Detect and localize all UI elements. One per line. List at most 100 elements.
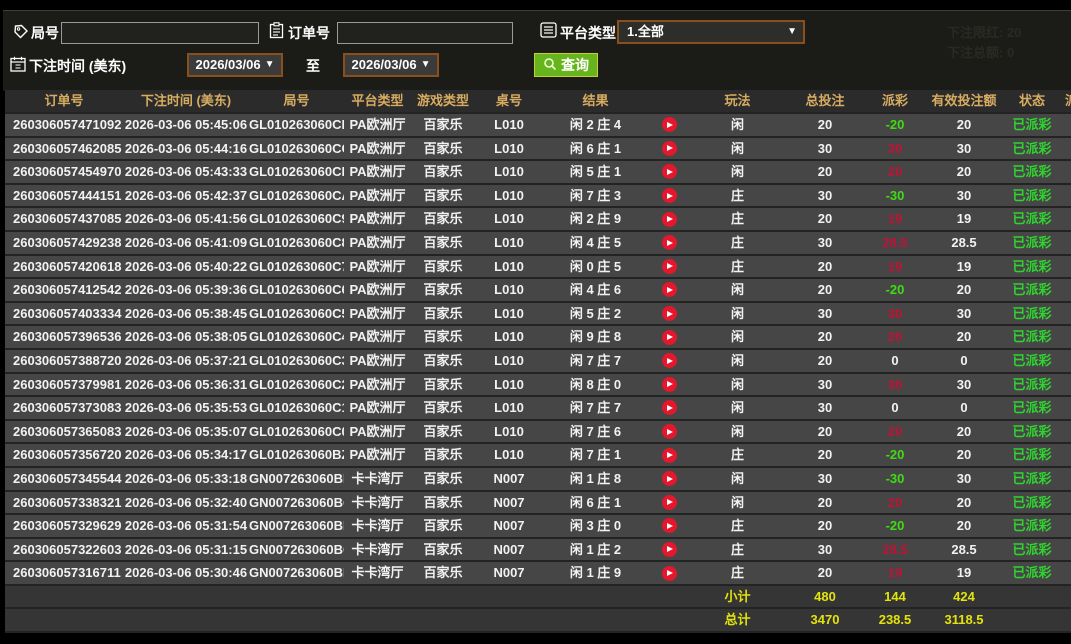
play-replay-button[interactable] <box>661 306 677 322</box>
play-replay-button[interactable] <box>661 541 677 557</box>
platform-cell: PA欧洲厅 <box>349 400 406 416</box>
column-header-order-id: 订单号 <box>44 93 84 108</box>
game-type-cell: 百家乐 <box>423 140 463 156</box>
payout-cell: 0 <box>891 352 899 368</box>
play-replay-button[interactable] <box>661 565 677 581</box>
play-type-cell: 闲 <box>730 423 744 439</box>
play-icon <box>667 570 673 577</box>
column-header-game-type: 游戏类型 <box>416 93 469 108</box>
order-id-cell: 260306057403334 <box>13 305 122 321</box>
play-replay-button[interactable] <box>661 140 677 156</box>
round-id-cell: GN007263060BQ <box>249 494 344 510</box>
bet-time-cell: 2026-03-06 05:37:21 <box>124 352 248 368</box>
round-id-input[interactable] <box>61 22 259 44</box>
result-cell: 闲 3 庄 0 <box>569 518 622 534</box>
round-id-cell: GL010263060C0 <box>249 423 344 439</box>
play-icon <box>667 381 673 388</box>
play-replay-button[interactable] <box>661 494 677 510</box>
total-bet-cell: 30 <box>817 470 833 486</box>
table-row: 260306057437085 2026-03-06 05:41:56 GL01… <box>5 208 1071 232</box>
game-type-cell: 百家乐 <box>423 494 463 510</box>
total-row-bet-time-cell <box>123 609 249 631</box>
play-replay-button[interactable] <box>661 376 677 392</box>
play-replay-button[interactable] <box>661 353 677 369</box>
payout-cell: 28.5 <box>882 234 908 250</box>
status-cell: 已派彩 <box>1012 329 1052 345</box>
valid-bet-cell: 30 <box>956 305 972 321</box>
table-row: 260306057444151 2026-03-06 05:42:37 GL01… <box>5 184 1071 209</box>
total-bet-cell: 20 <box>817 565 833 581</box>
play-type-cell: 闲 <box>730 352 744 368</box>
column-header-play-type: 玩法 <box>724 93 751 108</box>
play-icon <box>667 499 673 506</box>
play-type-cell: 闲 <box>730 305 744 321</box>
game-type-cell: 百家乐 <box>423 518 463 534</box>
total-bet-cell: 20 <box>817 117 833 132</box>
play-icon <box>667 452 673 459</box>
valid-bet-cell: 0 <box>960 400 968 416</box>
bet-time-cell: 2026-03-06 05:45:06 <box>124 117 248 132</box>
result-cell: 闲 7 庄 1 <box>569 447 622 463</box>
platform-cell: PA欧洲厅 <box>349 211 406 227</box>
replay-cell <box>648 444 690 466</box>
subtotal-row: 小计 480 144 424 <box>5 585 1071 610</box>
date-from-select[interactable]: 2026/03/06 ▼ <box>187 53 283 77</box>
total-bet-cell: 30 <box>817 305 833 321</box>
platform-cell: PA欧洲厅 <box>349 423 406 439</box>
round-id-cell: GL010263060CB <box>249 164 344 180</box>
result-cell: 闲 5 庄 2 <box>569 305 622 321</box>
replay-cell <box>648 232 690 254</box>
platform-cell: PA欧洲厅 <box>349 329 406 345</box>
play-replay-button[interactable] <box>661 471 677 487</box>
replay-cell <box>648 208 690 230</box>
clipped-cell <box>1061 539 1071 561</box>
replay-cell <box>648 421 690 443</box>
subtotal-row-platform-cell <box>344 586 411 608</box>
subtotal-row-table-no-cell <box>475 586 543 608</box>
result-cell: 闲 8 庄 0 <box>569 376 622 392</box>
play-replay-button[interactable] <box>661 188 677 204</box>
play-replay-button[interactable] <box>661 211 677 227</box>
play-replay-button[interactable] <box>661 400 677 416</box>
platform-cell: PA欧洲厅 <box>349 117 406 132</box>
play-replay-button[interactable] <box>661 258 677 274</box>
clipped-cell <box>1061 232 1071 254</box>
play-replay-button[interactable] <box>661 164 677 180</box>
order-id-input[interactable] <box>337 22 513 44</box>
query-button[interactable]: 查询 <box>534 53 598 77</box>
play-replay-button[interactable] <box>661 282 677 298</box>
play-replay-button[interactable] <box>661 329 677 345</box>
column-header-platform: 平台类型 <box>351 93 404 108</box>
game-type-cell: 百家乐 <box>423 305 463 321</box>
total-row-clipped-cell <box>1061 609 1071 631</box>
round-id-cell: GL010263060CA <box>249 187 344 203</box>
result-cell: 闲 1 庄 2 <box>569 541 622 557</box>
platform-type-select[interactable]: 1.全部 ▼ <box>617 20 805 44</box>
valid-bet-cell: 28.5 <box>951 541 977 557</box>
column-header-clipped: 派 <box>1061 90 1071 112</box>
result-cell: 闲 2 庄 4 <box>569 117 622 132</box>
play-replay-button[interactable] <box>661 235 677 251</box>
game-type-cell: 百家乐 <box>423 352 463 368</box>
table-row: 260306057403334 2026-03-06 05:38:45 GL01… <box>5 302 1071 327</box>
total-bet-cell: 20 <box>817 329 833 345</box>
play-type-cell: 闲 <box>730 282 744 298</box>
payout-cell: -20 <box>885 282 905 298</box>
game-type-cell: 百家乐 <box>423 470 463 486</box>
payout-cell: 30 <box>887 376 903 392</box>
bet-time-cell: 2026-03-06 05:32:40 <box>124 494 248 510</box>
result-cell: 闲 4 庄 6 <box>569 282 622 298</box>
status-cell: 已派彩 <box>1012 282 1052 298</box>
platform-cell: PA欧洲厅 <box>349 447 406 463</box>
play-replay-button[interactable] <box>661 117 677 133</box>
replay-cell <box>648 114 690 136</box>
replay-cell <box>648 326 690 348</box>
date-to-select[interactable]: 2026/03/06 ▼ <box>343 53 439 77</box>
play-replay-button[interactable] <box>661 447 677 463</box>
valid-bet-cell: 20 <box>956 117 972 132</box>
play-replay-button[interactable] <box>661 518 677 534</box>
status-cell: 已派彩 <box>1012 234 1052 250</box>
play-replay-button[interactable] <box>661 424 677 440</box>
query-button-label: 查询 <box>561 57 589 73</box>
play-icon <box>667 263 673 270</box>
